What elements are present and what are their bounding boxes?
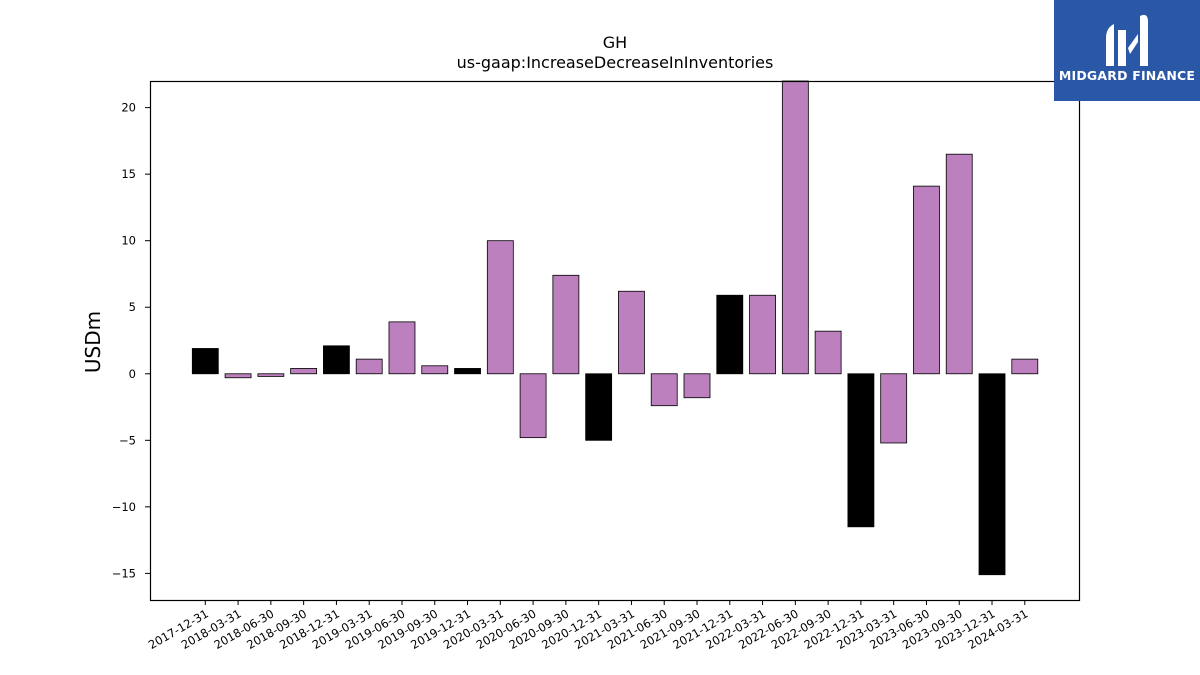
brand-logo: MIDGARD FINANCE (1054, 0, 1200, 101)
bar-2018-03-31 (224, 373, 252, 379)
bar-2021-06-30 (650, 373, 678, 407)
bar-2017-12-31 (191, 348, 219, 375)
bar-2019-12-31 (454, 368, 481, 375)
x-ticks: 2017-12-312018-03-312018-06-302018-09-30… (146, 600, 1030, 652)
y-tick-label: 15 (121, 167, 136, 181)
bar-2023-09-30 (945, 153, 973, 375)
bar-2021-03-31 (618, 290, 645, 375)
brand-name: MIDGARD FINANCE (1058, 68, 1196, 83)
y-axis-label: USDm (81, 311, 105, 373)
y-ticks: −15 −10 −5 0 5 10 15 20 (112, 101, 150, 580)
y-tick-label: 10 (121, 234, 136, 248)
bar-2022-12-31 (847, 373, 875, 528)
bar-2022-03-31 (749, 294, 776, 375)
bar-2020-12-31 (585, 373, 613, 441)
y-tick-label: 5 (129, 300, 136, 314)
bar-2019-09-30 (421, 365, 449, 375)
y-tick-label: 0 (129, 367, 136, 381)
y-tick-label: 20 (121, 101, 136, 115)
bars-layer (191, 80, 1039, 576)
y-tick-label: −5 (119, 433, 136, 447)
bar-2023-12-31 (978, 373, 1006, 576)
bar-2019-06-30 (388, 321, 416, 375)
bar-2020-03-31 (486, 240, 514, 375)
bar-2018-09-30 (290, 368, 318, 375)
chart-title: GH (603, 33, 627, 52)
bar-2020-06-30 (519, 373, 547, 439)
bar-2022-09-30 (814, 330, 842, 375)
chart-subtitle: us-gaap:IncreaseDecreaseInInventories (457, 53, 774, 72)
bar-2018-06-30 (257, 373, 285, 377)
plot-frame (149, 80, 1081, 602)
bar-2021-12-31 (716, 294, 744, 375)
bar-2018-12-31 (323, 345, 350, 375)
bar-2023-03-31 (880, 373, 908, 444)
bar-2024-03-31 (1011, 358, 1039, 375)
midgard-logo-icon (1106, 14, 1148, 66)
y-tick-label: −15 (112, 566, 136, 580)
bar-2020-09-30 (552, 274, 580, 375)
bar-2019-03-31 (355, 358, 383, 375)
y-tick-label: −10 (112, 500, 136, 514)
bar-2023-06-30 (913, 185, 940, 375)
bar-2021-09-30 (683, 373, 711, 399)
bar-2022-06-30 (781, 80, 809, 375)
